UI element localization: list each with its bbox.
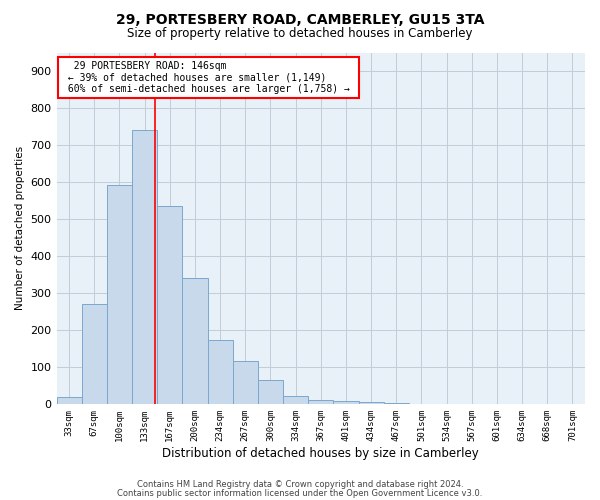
Text: Contains HM Land Registry data © Crown copyright and database right 2024.: Contains HM Land Registry data © Crown c… — [137, 480, 463, 489]
Bar — [82, 304, 107, 404]
Bar — [107, 184, 132, 404]
Bar — [308, 400, 334, 404]
Y-axis label: Number of detached properties: Number of detached properties — [15, 146, 25, 310]
Bar — [208, 340, 233, 404]
X-axis label: Distribution of detached houses by size in Camberley: Distribution of detached houses by size … — [163, 447, 479, 460]
Bar — [258, 380, 283, 404]
Bar — [283, 396, 308, 404]
Bar — [383, 403, 409, 404]
Text: Size of property relative to detached houses in Camberley: Size of property relative to detached ho… — [127, 28, 473, 40]
Text: 29, PORTESBERY ROAD, CAMBERLEY, GU15 3TA: 29, PORTESBERY ROAD, CAMBERLEY, GU15 3TA — [116, 12, 484, 26]
Bar — [132, 130, 157, 404]
Bar — [359, 402, 383, 404]
Bar — [182, 278, 208, 404]
Text: 29 PORTESBERY ROAD: 146sqm  
 ← 39% of detached houses are smaller (1,149) 
 60%: 29 PORTESBERY ROAD: 146sqm ← 39% of deta… — [62, 62, 356, 94]
Bar — [334, 402, 359, 404]
Text: Contains public sector information licensed under the Open Government Licence v3: Contains public sector information licen… — [118, 488, 482, 498]
Bar — [56, 397, 82, 404]
Bar — [233, 360, 258, 405]
Bar — [157, 206, 182, 404]
